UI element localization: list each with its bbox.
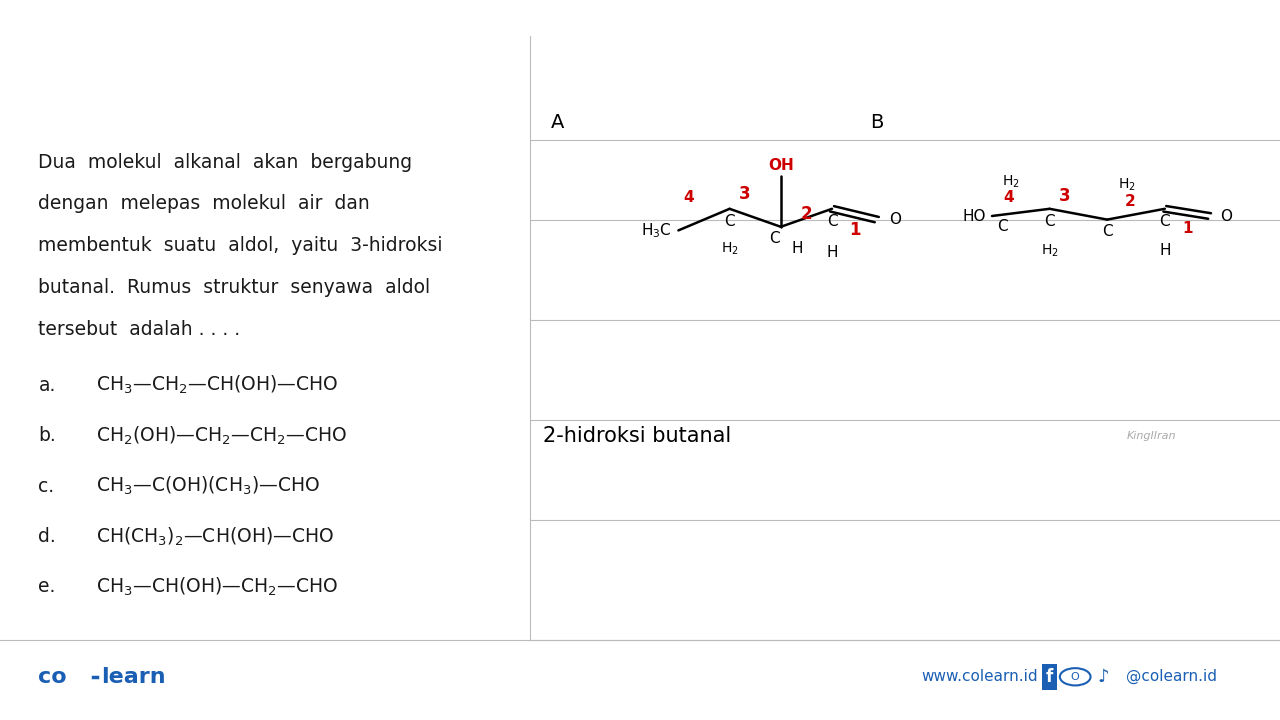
Text: O: O bbox=[1071, 672, 1079, 682]
Text: H: H bbox=[792, 241, 803, 256]
Text: A: A bbox=[550, 113, 563, 132]
Text: a.: a. bbox=[38, 376, 56, 395]
Text: C: C bbox=[1102, 224, 1112, 238]
Text: H$_2$: H$_2$ bbox=[1117, 177, 1135, 193]
Text: C: C bbox=[769, 231, 780, 246]
Text: H: H bbox=[1160, 243, 1170, 258]
Text: Dua  molekul  alkanal  akan  bergabung: Dua molekul alkanal akan bergabung bbox=[38, 153, 412, 171]
Text: e.: e. bbox=[38, 577, 56, 596]
Text: www.colearn.id: www.colearn.id bbox=[922, 670, 1038, 684]
Text: c.: c. bbox=[38, 477, 55, 495]
Text: dengan  melepas  molekul  air  dan: dengan melepas molekul air dan bbox=[38, 194, 370, 213]
Text: tersebut  adalah . . . .: tersebut adalah . . . . bbox=[38, 320, 241, 338]
Text: O: O bbox=[890, 212, 901, 227]
Text: 3: 3 bbox=[739, 185, 751, 203]
Text: 1: 1 bbox=[850, 222, 860, 239]
Text: d.: d. bbox=[38, 527, 56, 546]
Text: membentuk  suatu  aldol,  yaitu  3-hidroksi: membentuk suatu aldol, yaitu 3-hidroksi bbox=[38, 236, 443, 255]
Text: OH: OH bbox=[768, 158, 794, 173]
Text: 2-hidroksi butanal: 2-hidroksi butanal bbox=[543, 426, 731, 446]
Text: C: C bbox=[724, 215, 735, 229]
Text: H$_2$: H$_2$ bbox=[1041, 243, 1059, 258]
Text: C: C bbox=[1044, 215, 1055, 229]
Text: C: C bbox=[997, 220, 1007, 234]
Text: KingIIran: KingIIran bbox=[1126, 431, 1176, 441]
Text: 2: 2 bbox=[800, 204, 813, 222]
Text: O: O bbox=[1220, 209, 1231, 223]
Text: H$_3$C: H$_3$C bbox=[641, 221, 672, 240]
Text: 3: 3 bbox=[1059, 187, 1071, 204]
Text: learn: learn bbox=[101, 667, 165, 687]
Text: CH$_3$—CH$_2$—CH(OH)—CHO: CH$_3$—CH$_2$—CH(OH)—CHO bbox=[96, 374, 338, 396]
Text: 4: 4 bbox=[684, 191, 694, 205]
Text: C: C bbox=[827, 215, 837, 229]
Text: b.: b. bbox=[38, 426, 56, 445]
Text: @colearn.id: @colearn.id bbox=[1126, 669, 1217, 685]
Text: CH(CH$_3$)$_2$—CH(OH)—CHO: CH(CH$_3$)$_2$—CH(OH)—CHO bbox=[96, 526, 334, 547]
Text: HO: HO bbox=[963, 209, 986, 223]
Text: 4: 4 bbox=[1004, 191, 1014, 205]
Text: H: H bbox=[827, 245, 837, 259]
Text: B: B bbox=[870, 113, 883, 132]
Text: CH$_3$—CH(OH)—CH$_2$—CHO: CH$_3$—CH(OH)—CH$_2$—CHO bbox=[96, 576, 338, 598]
Text: 1: 1 bbox=[1183, 222, 1193, 236]
Text: C: C bbox=[1160, 215, 1170, 229]
Text: H$_2$: H$_2$ bbox=[721, 240, 739, 256]
Text: ♪: ♪ bbox=[1098, 668, 1108, 685]
Text: CH$_2$(OH)—CH$_2$—CH$_2$—CHO: CH$_2$(OH)—CH$_2$—CH$_2$—CHO bbox=[96, 425, 347, 446]
Text: CH$_3$—C(OH)(CH$_3$)—CHO: CH$_3$—C(OH)(CH$_3$)—CHO bbox=[96, 475, 320, 497]
Text: 2: 2 bbox=[1125, 194, 1135, 209]
Text: H$_2$: H$_2$ bbox=[1002, 174, 1020, 189]
Text: butanal.  Rumus  struktur  senyawa  aldol: butanal. Rumus struktur senyawa aldol bbox=[38, 278, 430, 297]
Text: co: co bbox=[38, 667, 67, 687]
Text: f: f bbox=[1046, 668, 1053, 685]
